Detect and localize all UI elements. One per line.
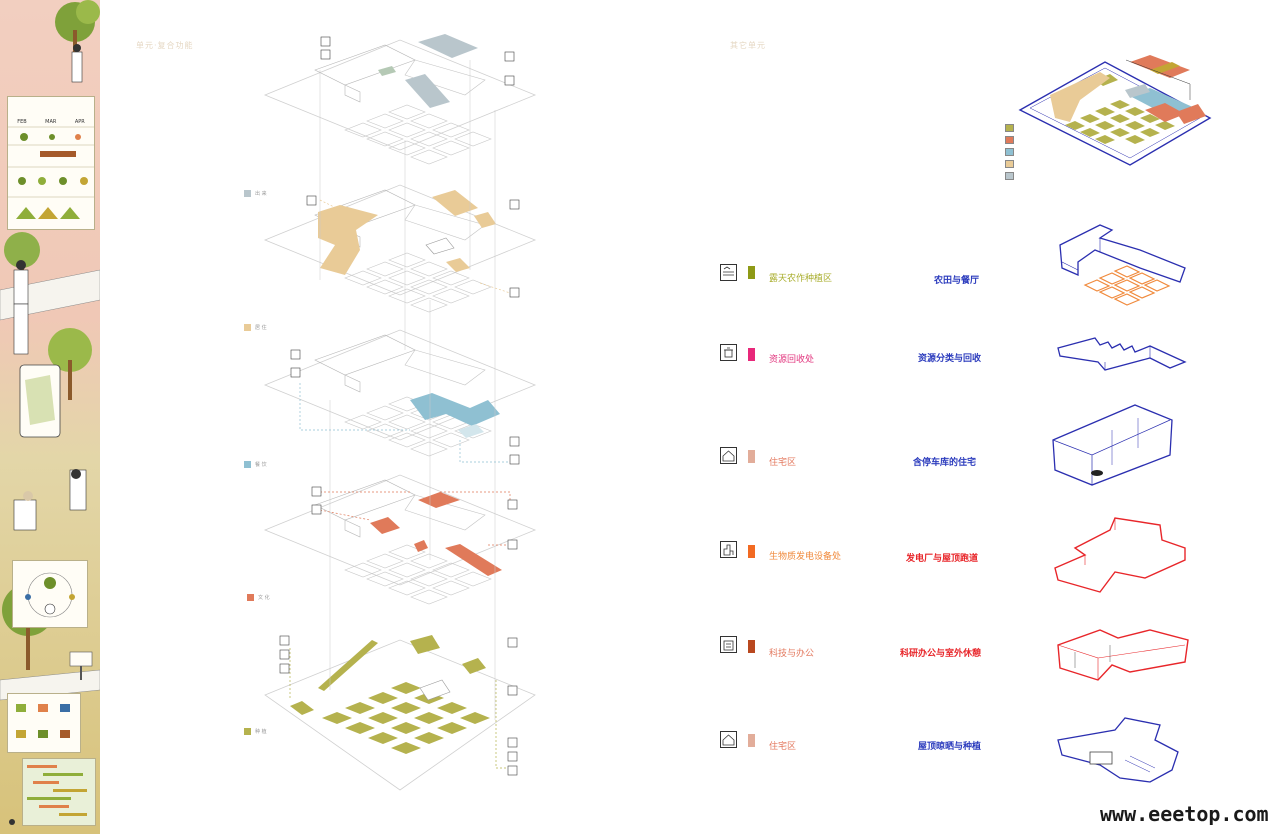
unit-description: 屋顶晾晒与种植 [918,742,982,752]
month-label: FEB [17,119,27,125]
cycle-diagram-card [12,560,88,628]
unit-name: 露天农作种植区 [769,274,833,284]
unit-shape-6 [1057,717,1179,783]
unit-swatch [748,266,755,279]
field-icon [720,264,737,281]
seasonal-calendar-card: FEB MAR APR [7,96,95,230]
section-title-left: 单元·复合功能 [136,41,194,50]
layer-3-plate [264,329,536,457]
unit-shape-5 [1057,629,1189,681]
map-legend-swatch [1005,148,1014,156]
layer-5-plate [264,635,536,791]
unit-shape-3 [1052,404,1173,486]
planting-plots [290,635,490,754]
process-card [7,693,81,753]
month-label: MAR [45,119,57,125]
unit-name: 住宅区 [769,742,797,752]
unit-name: 住宅区 [769,458,797,468]
house-icon [720,447,737,464]
map-legend-swatch [1005,136,1014,144]
crop-icons [8,126,94,219]
unit-name: 生物质发电设备处 [769,552,842,562]
gantt-chart [27,765,87,816]
month-label: APR [74,119,85,125]
illustration-sidebar: FEB MAR APR [0,0,100,834]
legend-swatch [244,324,251,331]
unit-description: 科研办公与室外休憩 [900,649,982,659]
process-diagram [16,704,70,738]
section-title-right: 其它单元 [730,41,766,50]
unit-shape-1 [1059,224,1186,306]
unit-swatch [748,545,755,558]
unit-row: 科技与办公 科研办公与室外休憩 [720,636,1240,666]
unit-swatch [748,640,755,653]
unit-row: 住宅区 含停车库的住宅 [720,447,1240,477]
power-plant-icon [720,541,737,558]
unit-shape-2 [1057,337,1187,371]
legend-label: 出 来 [255,191,267,197]
map-legend-swatch [1005,172,1014,180]
map-legend-swatch [1005,160,1014,168]
unit-description: 资源分类与回收 [918,354,982,364]
map-legend-swatch [1005,124,1014,132]
unit-swatch [748,450,755,463]
legend-swatch [247,594,254,601]
layer-1-plate [264,34,536,165]
function-icons [279,36,520,776]
layer-2-plate [264,184,536,313]
connection-lines [319,60,496,720]
unit-row: 露天农作种植区 农田与餐厅 [720,264,1240,294]
unit-description: 农田与餐厅 [934,276,980,286]
gantt-card [22,758,96,826]
unit-description: 含停车库的住宅 [913,458,977,468]
watermark: www.eeetop.com [1100,802,1269,826]
unit-row: 生物质发电设备处 发电厂与屋顶跑道 [720,541,1240,571]
month-row: FEB MAR APR [8,119,94,125]
legend-label: 文 化 [258,595,270,601]
unit-row: 资源回收处 资源分类与回收 [720,344,1240,374]
recycle-icon [720,344,737,361]
legend-label: 种 植 [255,729,267,735]
cycle-diagram [25,572,75,618]
unit-swatch [748,734,755,747]
unit-shape-4 [1054,517,1186,593]
legend-swatch [244,461,251,468]
unit-row: 住宅区 屋顶晾晒与种植 [720,731,1240,761]
unit-swatch [748,348,755,361]
house-icon [720,731,737,748]
legend-swatch [244,190,251,197]
legend-label: 居 住 [255,325,267,331]
legend-label: 餐 饮 [255,462,267,468]
unit-name: 资源回收处 [769,355,815,365]
unit-description: 发电厂与屋顶跑道 [906,554,979,564]
unit-name: 科技与办公 [769,649,815,659]
legend-swatch [244,728,251,735]
office-icon [720,636,737,653]
layer-4-plate [264,474,536,605]
